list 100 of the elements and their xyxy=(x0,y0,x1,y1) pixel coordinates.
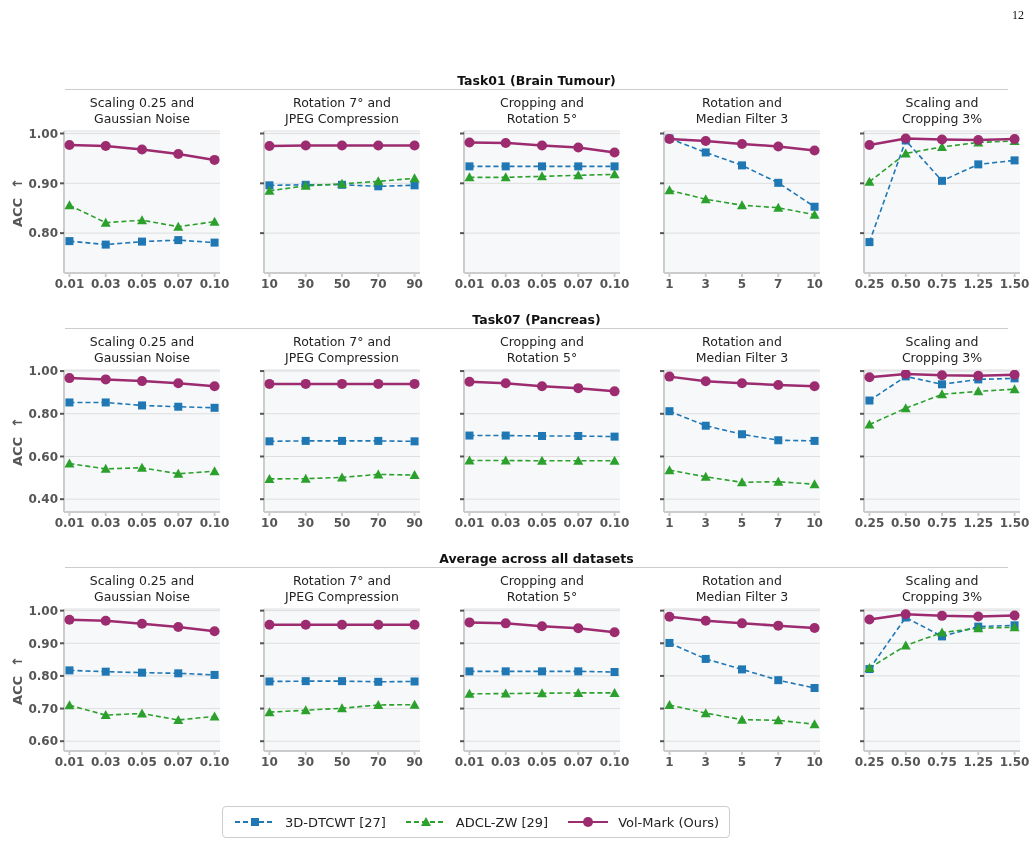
x-tick-label: 0.50 xyxy=(890,276,921,291)
y-tick-label: 0.80 xyxy=(28,407,58,422)
y-axis-title: ACC ↑ xyxy=(10,176,25,229)
x-tick-label: 1.50 xyxy=(999,754,1030,769)
chart-title: Cropping and Rotation 5° xyxy=(499,334,585,366)
y-tick-label: 1.00 xyxy=(28,364,58,379)
chart-title: Rotation 7° and JPEG Compression xyxy=(283,573,400,605)
x-tick-label: 7 xyxy=(774,276,783,291)
x-tick-label: 10 xyxy=(261,515,278,530)
chart-title: Scaling 0.25 and Gaussian Noise xyxy=(88,95,196,127)
y-axis-title: ACC ↑ xyxy=(10,415,25,468)
x-tick-label: 0.10 xyxy=(199,276,230,291)
x-tick-label: 0.03 xyxy=(90,754,121,769)
x-tick-label: 10 xyxy=(261,276,278,291)
x-tick-label: 0.05 xyxy=(527,276,557,291)
y-tick-label: 0.70 xyxy=(28,701,58,716)
x-tick-label: 0.25 xyxy=(854,754,885,769)
chart-title: Scaling and Cropping 3% xyxy=(900,334,984,366)
x-tick-label: 0.25 xyxy=(854,276,885,291)
x-tick-label: 30 xyxy=(297,754,315,769)
chart-title: Rotation 7° and JPEG Compression xyxy=(283,334,400,366)
chart-title: Rotation and Median Filter 3 xyxy=(694,334,790,366)
x-tick-label: 0.25 xyxy=(854,515,885,530)
x-tick-label: 0.50 xyxy=(890,515,921,530)
x-tick-label: 30 xyxy=(297,515,315,530)
x-tick-label: 0.05 xyxy=(527,754,557,769)
text: Task01 (Brain Tumour) xyxy=(65,73,1008,90)
x-tick-label: 0.05 xyxy=(127,276,157,291)
x-tick-label: 0.75 xyxy=(927,515,957,530)
x-tick-label: 0.05 xyxy=(127,754,157,769)
x-tick-label: 1 xyxy=(665,754,674,769)
y-tick-label: 1.00 xyxy=(28,603,58,618)
x-tick-label: 0.10 xyxy=(199,754,230,769)
x-tick-label: 0.03 xyxy=(90,515,121,530)
x-tick-label: 5 xyxy=(737,276,747,291)
chart-title: Cropping and Rotation 5° xyxy=(499,95,585,127)
legend-label: Vol-Mark (Ours) xyxy=(618,814,720,830)
y-axis-title: ACC ↑ xyxy=(10,654,25,707)
x-tick-label: 0.75 xyxy=(927,276,957,291)
x-tick-label: 0.01 xyxy=(54,276,85,291)
chart-title: Scaling 0.25 and Gaussian Noise xyxy=(88,573,196,605)
x-tick-label: 3 xyxy=(701,515,710,530)
x-tick-label: 1.25 xyxy=(963,276,994,291)
text: Average across all datasets xyxy=(65,551,1008,568)
x-tick-label: 0.07 xyxy=(163,515,194,530)
x-tick-label: 10 xyxy=(806,515,823,530)
legend-label: 3D-DTCWT [27] xyxy=(285,814,386,830)
x-tick-label: 90 xyxy=(406,754,423,769)
x-tick-label: 1 xyxy=(665,515,674,530)
y-tick-label: 0.60 xyxy=(28,449,58,464)
x-tick-label: 7 xyxy=(774,754,783,769)
x-tick-label: 50 xyxy=(333,276,351,291)
x-tick-label: 0.01 xyxy=(454,515,485,530)
x-tick-label: 0.01 xyxy=(54,515,85,530)
y-tick-label: 0.80 xyxy=(28,226,58,241)
x-tick-label: 10 xyxy=(806,276,823,291)
x-tick-label: 5 xyxy=(737,754,747,769)
text: 12 xyxy=(1012,8,1024,23)
chart-title: Rotation and Median Filter 3 xyxy=(694,95,790,127)
chart-title: Rotation 7° and JPEG Compression xyxy=(283,95,400,127)
chart-title: Scaling 0.25 and Gaussian Noise xyxy=(88,334,196,366)
x-tick-label: 0.50 xyxy=(890,754,921,769)
x-tick-label: 30 xyxy=(297,276,315,291)
chart-title: Rotation and Median Filter 3 xyxy=(694,573,790,605)
y-tick-label: 0.60 xyxy=(28,734,58,749)
x-tick-label: 0.75 xyxy=(927,754,957,769)
legend-label: ADCL-ZW [29] xyxy=(455,814,549,830)
x-tick-label: 0.03 xyxy=(490,754,521,769)
x-tick-label: 3 xyxy=(701,276,710,291)
x-tick-label: 3 xyxy=(701,754,710,769)
y-tick-label: 0.40 xyxy=(28,492,58,507)
x-tick-label: 5 xyxy=(737,515,747,530)
x-tick-label: 50 xyxy=(333,754,351,769)
x-tick-label: 0.07 xyxy=(163,276,194,291)
x-tick-label: 0.03 xyxy=(490,276,521,291)
x-tick-label: 0.05 xyxy=(127,515,157,530)
x-tick-label: 0.07 xyxy=(563,754,594,769)
x-tick-label: 70 xyxy=(369,276,387,291)
chart-title: Scaling and Cropping 3% xyxy=(900,573,984,605)
x-tick-label: 0.10 xyxy=(599,754,630,769)
x-tick-label: 1.50 xyxy=(999,276,1030,291)
x-tick-label: 70 xyxy=(369,515,387,530)
x-tick-label: 0.01 xyxy=(454,276,485,291)
x-tick-label: 7 xyxy=(774,515,783,530)
x-tick-label: 10 xyxy=(806,754,823,769)
x-tick-label: 0.10 xyxy=(199,515,230,530)
x-tick-label: 0.05 xyxy=(527,515,557,530)
x-tick-label: 0.03 xyxy=(490,515,521,530)
x-tick-label: 1 xyxy=(665,276,674,291)
y-tick-label: 0.90 xyxy=(28,176,58,191)
x-tick-label: 1.50 xyxy=(999,515,1030,530)
text: Task07 (Pancreas) xyxy=(65,312,1008,329)
x-tick-label: 0.03 xyxy=(90,276,121,291)
x-tick-label: 0.01 xyxy=(454,754,485,769)
y-tick-label: 0.80 xyxy=(28,669,58,684)
x-tick-label: 0.01 xyxy=(54,754,85,769)
chart-title: Scaling and Cropping 3% xyxy=(900,95,984,127)
x-tick-label: 1.25 xyxy=(963,754,994,769)
x-tick-label: 50 xyxy=(333,515,351,530)
x-tick-label: 0.07 xyxy=(563,515,594,530)
